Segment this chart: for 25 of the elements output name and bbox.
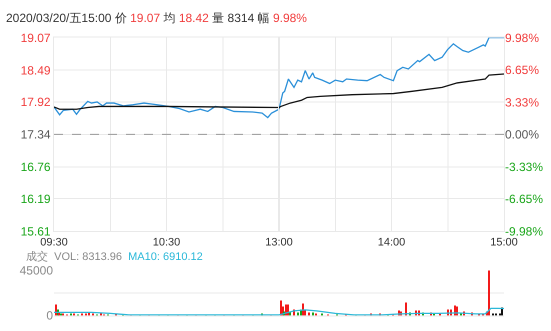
y-tick-label: 16.76 xyxy=(20,160,51,174)
text: VOL: 8313.96 xyxy=(54,251,122,263)
y-tick-label: 0 xyxy=(46,308,54,323)
x-tick-label: 09:30 xyxy=(40,236,68,248)
y-tick-label: 15.61 xyxy=(20,224,51,238)
y-tick-label: 17.92 xyxy=(20,95,51,110)
text: -3.33% xyxy=(505,160,544,174)
y-tick-label: 17.34 xyxy=(20,128,51,142)
text: -6.65% xyxy=(505,192,544,206)
x-tick-label: 15:00 xyxy=(490,236,518,248)
y-tick-label: 19.07 xyxy=(20,30,51,45)
y-tick-label: 18.49 xyxy=(20,63,51,78)
text: 9.98% xyxy=(505,30,540,45)
text: 6.65% xyxy=(505,63,540,78)
chart-title: 2020/03/20/五15:00 价 19.07 均 18.42 量 8314 幅 9.98% xyxy=(6,11,307,25)
text: -9.98% xyxy=(505,224,544,238)
text: MA10: 6910.12 xyxy=(128,251,203,263)
x-tick-label: 14:00 xyxy=(378,236,406,248)
text: 0.00% xyxy=(505,128,540,142)
text: 成交 xyxy=(26,250,48,263)
x-tick-label: 13:00 xyxy=(265,236,293,248)
x-tick-label: 10:30 xyxy=(152,236,180,248)
text: 3.33% xyxy=(505,95,540,110)
y-tick-label: 16.19 xyxy=(20,192,51,206)
y-tick-label: 45000 xyxy=(20,264,54,278)
